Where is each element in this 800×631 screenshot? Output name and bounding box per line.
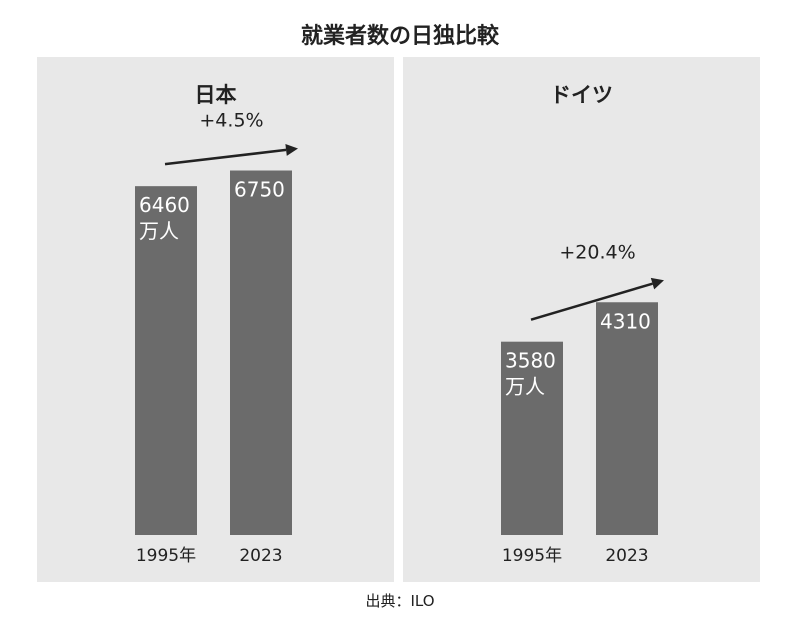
growth-arrow-line xyxy=(530,282,653,321)
panel-germany: ドイツ 3580 万人 1995年 4310 2023 +20.4% xyxy=(403,57,760,582)
bar-value-label: 万人 xyxy=(139,219,179,243)
x-tick-label: 2023 xyxy=(239,546,282,566)
growth-arrow-head xyxy=(650,277,664,290)
bar-value-label: 3580 xyxy=(505,349,556,373)
bar-1 xyxy=(230,170,292,535)
panel-title-japan: 日本 xyxy=(194,83,237,107)
bar-0 xyxy=(501,341,563,535)
bar-1 xyxy=(596,302,658,535)
bar-value-label: 6460 xyxy=(139,193,190,217)
growth-arrow-line xyxy=(164,148,287,166)
growth-label: +20.4% xyxy=(559,241,635,263)
bar-value-label: 6750 xyxy=(234,178,285,202)
x-tick-label: 1995年 xyxy=(136,546,196,566)
x-tick-label: 1995年 xyxy=(502,546,562,566)
x-tick-label: 2023 xyxy=(605,546,648,566)
chart-title: 就業者数の日独比較 xyxy=(300,24,499,49)
growth-label: +4.5% xyxy=(199,110,263,132)
bar-value-label: 4310 xyxy=(600,309,651,333)
growth-arrow-head xyxy=(285,143,298,156)
panel-japan: 日本 6460 万人 1995年 6750 2023 +4.5% xyxy=(37,57,394,582)
bar-value-label: 万人 xyxy=(505,375,545,399)
source-note: 出典：ILO xyxy=(365,592,435,610)
bar-0 xyxy=(135,186,197,535)
panel-title-germany: ドイツ xyxy=(550,83,613,107)
